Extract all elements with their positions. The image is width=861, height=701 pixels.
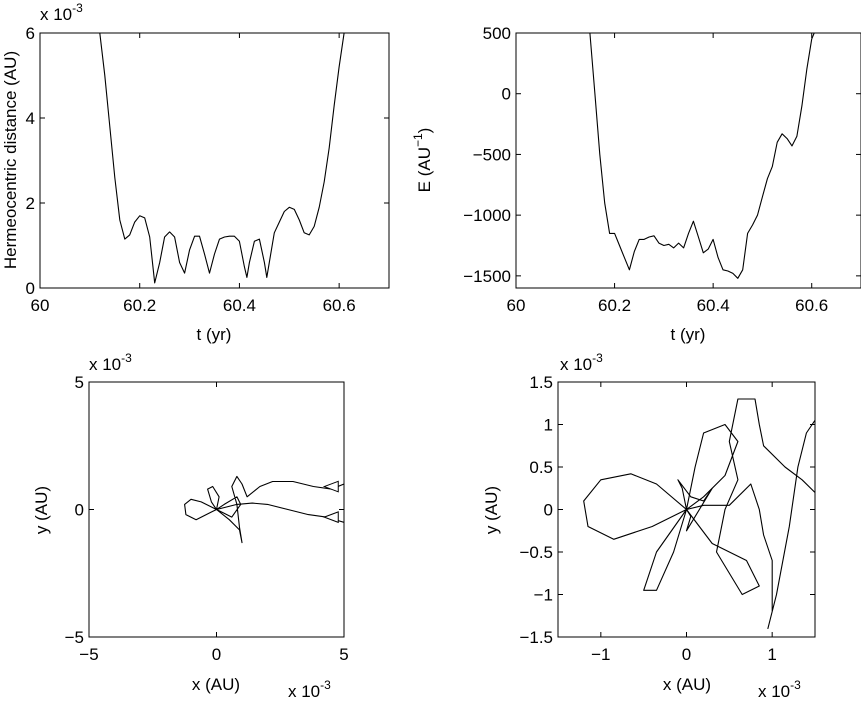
x-tick-label: −1 bbox=[591, 645, 610, 664]
y-tick-label: −1500 bbox=[463, 267, 511, 286]
x-tick-label: 60.2 bbox=[123, 296, 156, 315]
triangle-marker bbox=[322, 511, 339, 524]
y-tick-label: 4 bbox=[26, 109, 35, 128]
y-axis-label: y (AU) bbox=[32, 486, 51, 534]
y-tick-label: 0.5 bbox=[529, 458, 553, 477]
ticks: −5 0 5 −5 0 5 bbox=[65, 373, 349, 664]
x-tick-label: 60.6 bbox=[795, 296, 828, 315]
distance-panel: 60 60.2 60.4 60.6 0 2 4 6 x 10-3 t (yr) Hermeoc… bbox=[1, 1, 390, 344]
y-tick-label: 0 bbox=[502, 85, 511, 104]
series-line-0 bbox=[589, 33, 815, 279]
y-tick-label: 0 bbox=[544, 501, 553, 520]
y-tick-label: 1.5 bbox=[529, 373, 553, 392]
series-line-0 bbox=[184, 475, 344, 544]
y-exponent-label: x 10-3 bbox=[89, 351, 132, 374]
y-exponent-label: x 10-3 bbox=[40, 1, 83, 24]
x-axis-label: t (yr) bbox=[671, 325, 706, 344]
x-tick-label: 1 bbox=[767, 645, 776, 664]
y-tick-label: −500 bbox=[473, 145, 511, 164]
y-axis-label: y (AU) bbox=[482, 486, 501, 534]
y-tick-label: −0.5 bbox=[519, 543, 553, 562]
x-axis-label: x (AU) bbox=[192, 675, 240, 694]
x-tick-label: 0 bbox=[682, 645, 691, 664]
series-line-0 bbox=[583, 398, 815, 596]
y-tick-label: 1 bbox=[544, 416, 553, 435]
x-tick-label: 60.2 bbox=[598, 296, 631, 315]
x-tick-label: −5 bbox=[79, 645, 98, 664]
x-tick-label: 0 bbox=[212, 645, 221, 664]
series-group bbox=[589, 33, 815, 279]
x-exponent-label: x 10-3 bbox=[288, 678, 331, 701]
series-line-0 bbox=[99, 33, 345, 284]
y-exponent-label: x 10-3 bbox=[560, 351, 603, 374]
series-group bbox=[184, 475, 344, 544]
x-tick-label: 5 bbox=[339, 645, 348, 664]
x-tick-label: 60 bbox=[31, 296, 50, 315]
orbit-panel-left: −5 0 5 −5 0 5 x 10-3 x 10-3 x (AU) y (AU) bbox=[32, 351, 349, 701]
x-tick-label: 60.4 bbox=[697, 296, 730, 315]
plot-frame bbox=[515, 32, 861, 289]
y-tick-label: 0 bbox=[26, 279, 35, 298]
y-tick-label: −1.5 bbox=[519, 628, 553, 647]
y-axis-label: E (AU−1) bbox=[411, 128, 434, 193]
x-tick-label: 60 bbox=[507, 296, 526, 315]
y-tick-label: 500 bbox=[483, 24, 511, 43]
ticks: −1 0 1 −1.5 −1 −0.5 0 0.5 1 1.5 bbox=[519, 373, 815, 664]
series-line-1 bbox=[216, 502, 344, 523]
y-tick-label: 6 bbox=[26, 24, 35, 43]
series-line-2 bbox=[677, 479, 713, 532]
triangle-marker bbox=[322, 480, 339, 493]
ticks: 60 60.2 60.4 60.6 0 2 4 6 bbox=[26, 24, 389, 315]
ticks: 60 60.2 60.4 60.6 −1500 −1000 −500 0 500 bbox=[463, 24, 861, 315]
series-line-1 bbox=[686, 419, 815, 630]
series-group bbox=[99, 33, 345, 284]
y-tick-label: 2 bbox=[26, 194, 35, 213]
y-tick-label: −1000 bbox=[463, 206, 511, 225]
x-tick-label: 60.4 bbox=[223, 296, 256, 315]
x-axis-label: x (AU) bbox=[663, 675, 711, 694]
series-group bbox=[583, 398, 815, 630]
x-tick-label: 60.6 bbox=[323, 296, 356, 315]
y-tick-label: −1 bbox=[534, 586, 553, 605]
y-tick-label: 0 bbox=[75, 501, 84, 520]
x-exponent-label: x 10-3 bbox=[758, 678, 801, 701]
y-tick-label: 5 bbox=[75, 373, 84, 392]
y-tick-label: −5 bbox=[65, 628, 84, 647]
y-axis-label: Hermeocentric distance (AU) bbox=[1, 51, 20, 269]
orbit-panel-right: −1 0 1 −1.5 −1 −0.5 0 0.5 1 1.5 x 10-3 x 10-3 x (… bbox=[482, 351, 816, 701]
x-axis-label: t (yr) bbox=[197, 325, 232, 344]
plot-frame bbox=[39, 32, 390, 289]
